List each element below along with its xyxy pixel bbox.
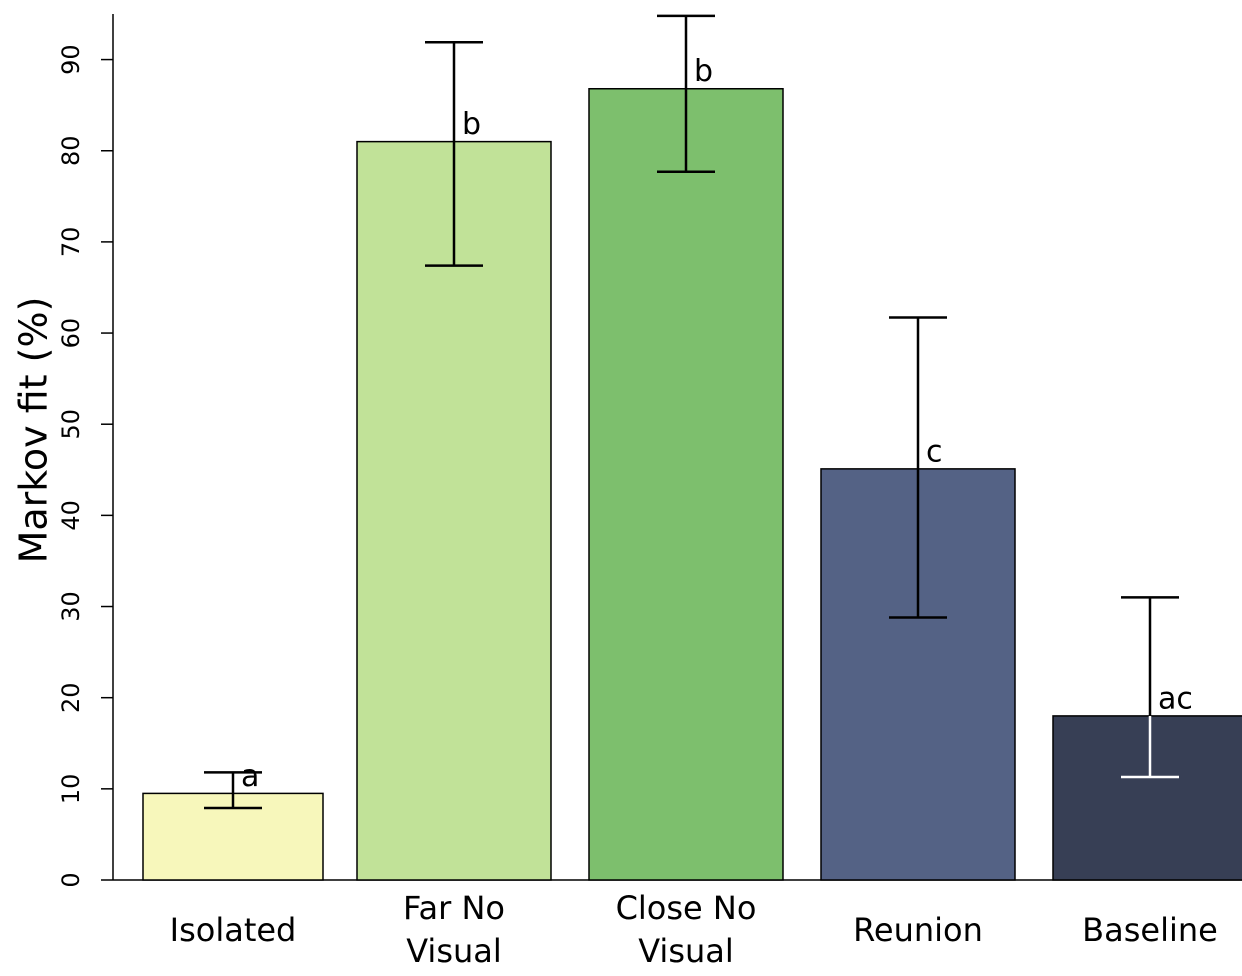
annotation: a xyxy=(241,759,259,794)
bar xyxy=(1052,715,1242,881)
error-bar xyxy=(425,41,483,267)
y-axis-label: Markov fit (%) xyxy=(12,297,56,564)
annotation: b xyxy=(462,107,481,142)
x-tick-label: Reunion xyxy=(853,910,983,949)
error-bar xyxy=(657,14,715,173)
annotation: b xyxy=(694,54,713,89)
y-tick-label: 40 xyxy=(57,500,85,531)
y-tick-label: 50 xyxy=(57,409,85,440)
y-tick-label: 60 xyxy=(57,318,85,349)
y-tick-label: 80 xyxy=(57,135,85,166)
annotation: ac xyxy=(1158,681,1193,716)
x-tick-label: Isolated xyxy=(169,910,297,949)
error-bar xyxy=(889,316,947,619)
x-tick-label: Far No Visual xyxy=(403,889,505,970)
y-tick-label: 20 xyxy=(57,682,85,713)
y-tick-label: 10 xyxy=(57,774,85,805)
y-tick-label: 90 xyxy=(57,44,85,75)
bar xyxy=(588,87,784,881)
y-tick-label: 0 xyxy=(57,872,85,887)
y-tick-label: 70 xyxy=(57,227,85,258)
x-tick-label: Close No Visual xyxy=(615,889,757,970)
error-bar xyxy=(1121,596,1179,779)
error-bar xyxy=(204,771,262,810)
x-tick-label: Baseline xyxy=(1082,910,1218,949)
y-tick-label: 30 xyxy=(57,591,85,622)
annotation: c xyxy=(926,434,943,469)
